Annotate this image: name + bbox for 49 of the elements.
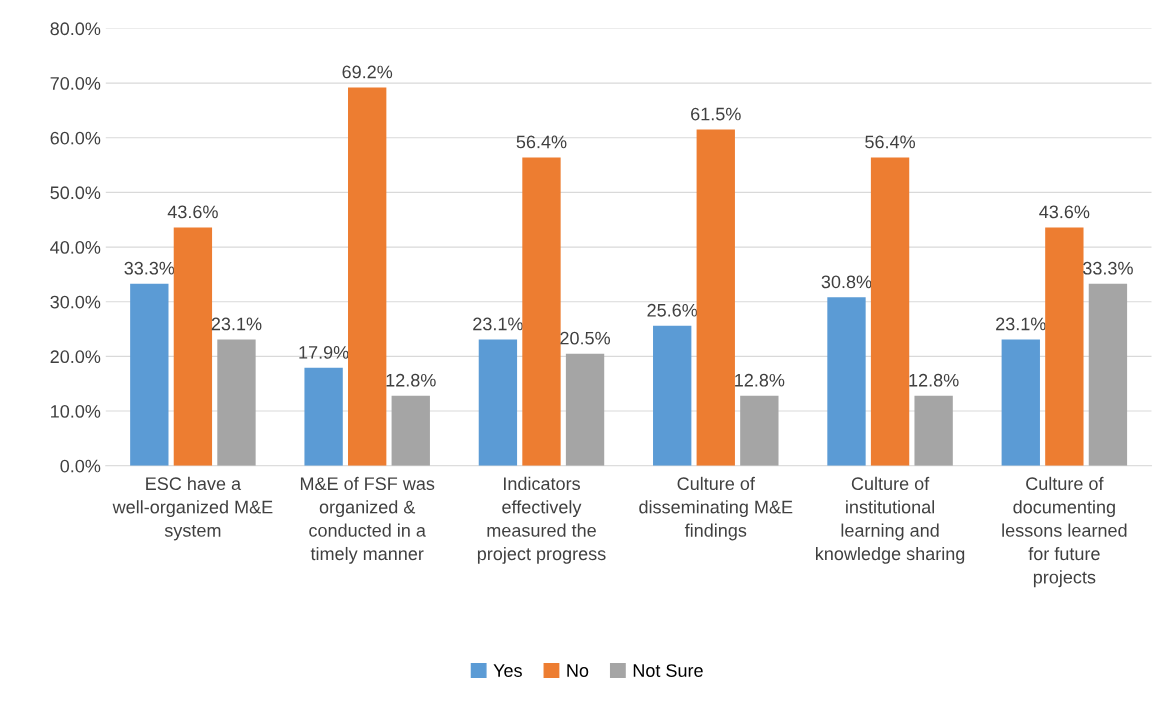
bar	[348, 87, 387, 466]
bar	[565, 353, 605, 466]
legend-label: Yes	[493, 664, 522, 677]
y-tick-label: 50.0%	[50, 186, 101, 200]
bar	[1001, 339, 1040, 466]
bar	[478, 339, 518, 466]
legend-label: No	[567, 664, 589, 677]
data-label: 43.6%	[167, 205, 218, 219]
y-tick-label: 10.0%	[51, 404, 101, 418]
data-label: 12.8%	[735, 373, 785, 387]
data-label: 12.8%	[909, 373, 959, 387]
bar	[870, 157, 910, 466]
legend-label: Not Sure	[633, 664, 703, 677]
y-tick-label: 70.0%	[50, 77, 101, 90]
data-label: 69.2%	[342, 65, 393, 79]
data-label: 25.6%	[647, 303, 698, 317]
data-label: 30.8%	[821, 275, 872, 289]
y-tick-label: 20.0%	[50, 350, 101, 364]
bar	[1045, 227, 1084, 466]
data-label: 33.3%	[124, 261, 175, 275]
x-tick-label: Indicators effectively measured the project progress	[477, 476, 606, 564]
bar	[130, 283, 169, 466]
bar	[740, 395, 779, 466]
y-tick-label: 30.0%	[50, 295, 101, 309]
bar	[173, 227, 213, 466]
bar	[653, 325, 692, 466]
bar	[304, 367, 343, 466]
y-tick-label: 40.0%	[50, 241, 101, 254]
bar	[522, 157, 561, 466]
bar	[391, 395, 430, 466]
bar	[696, 129, 735, 466]
x-tick-label: Culture of disseminating M&E findings	[639, 476, 793, 541]
data-label: 43.6%	[1039, 205, 1090, 219]
data-label: 12.8%	[386, 373, 436, 387]
x-tick-label: Culture of institutional learning and knowledge sharing	[816, 476, 965, 564]
bar	[827, 297, 866, 466]
data-label: 17.9%	[299, 345, 349, 359]
y-tick-label: 60.0%	[50, 131, 101, 145]
data-label: 56.4%	[865, 135, 916, 149]
y-tick-label: 0.0%	[60, 459, 101, 473]
bar	[914, 395, 953, 466]
x-tick-label: M&E of FSF was organized & conducted in a timely manner	[300, 476, 435, 564]
x-tick-label: Culture of documenting lessons learned for future projects	[1002, 476, 1127, 588]
bar	[217, 339, 256, 466]
y-tick-label: 80.0%	[50, 22, 101, 36]
x-tick-label: ESC have a well-organized M&E system	[112, 476, 273, 541]
bar	[1088, 283, 1128, 466]
data-label: 61.5%	[691, 107, 741, 121]
data-label: 56.4%	[516, 135, 567, 149]
